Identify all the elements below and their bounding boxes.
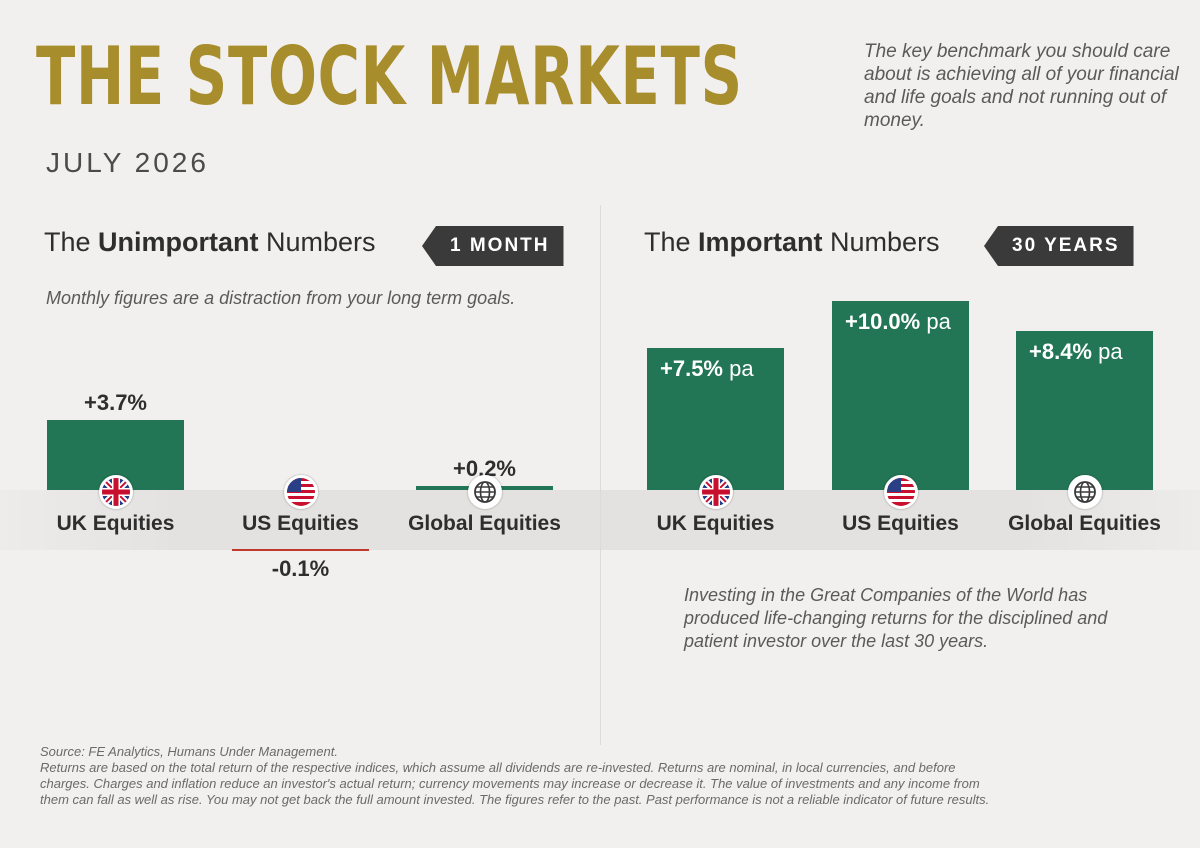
intro-text: The key benchmark you should care about … <box>864 41 1179 131</box>
disclaimer: Returns are based on the total return of… <box>40 760 990 807</box>
value-label-30y-uk-equities: +7.5% pa <box>660 356 754 382</box>
left-heading-post: Numbers <box>258 227 376 257</box>
us-flag-icon <box>283 475 318 509</box>
left-section-heading: The Unimportant Numbers <box>44 227 376 258</box>
category-label-30y-global-equities: Global Equities <box>1008 512 1161 535</box>
us-flag-icon <box>883 475 918 509</box>
left-heading-pre: The <box>44 227 99 257</box>
bar-30y-uk-equities <box>647 348 784 490</box>
right-heading-pre: The <box>644 227 699 257</box>
period-tag-1-month: 1 MONTH <box>422 226 564 266</box>
category-label-1m-uk-equities: UK Equities <box>56 512 175 535</box>
value-label-1m-us-equities: -0.1% <box>271 556 330 581</box>
left-heading-bold: Unimportant <box>98 227 259 257</box>
negative-marker-1m-us-equities <box>232 549 369 551</box>
right-heading-post: Numbers <box>822 227 940 257</box>
globe-icon <box>1067 475 1102 509</box>
left-note: Monthly figures are a distraction from y… <box>46 288 516 308</box>
footer-notes: Source: FE Analytics, Humans Under Manag… <box>40 744 1000 808</box>
category-label-1m-us-equities: US Equities <box>242 512 359 535</box>
value-label-30y-global-equities: +8.4% pa <box>1029 339 1123 365</box>
page-title: THE STOCK MARKETS <box>36 30 743 123</box>
category-label-30y-uk-equities: UK Equities <box>656 512 775 535</box>
page-subtitle: JULY 2026 <box>46 147 209 178</box>
category-label-1m-global-equities: Global Equities <box>408 512 561 535</box>
value-label-1m-uk-equities: +3.7% <box>84 390 147 415</box>
panel-divider <box>600 205 601 745</box>
period-tag-30-years: 30 YEARS <box>984 226 1134 266</box>
source-line: Source: FE Analytics, Humans Under Manag… <box>40 744 338 759</box>
right-section-heading: The Important Numbers <box>644 227 940 258</box>
right-note: Investing in the Great Companies of the … <box>684 585 1108 651</box>
globe-icon <box>467 475 502 509</box>
value-label-30y-us-equities: +10.0% pa <box>845 309 951 334</box>
bar-30y-us-equities <box>832 301 969 490</box>
uk-flag-icon <box>98 475 133 509</box>
right-heading-bold: Important <box>698 227 823 257</box>
bar-30y-global-equities <box>1016 331 1153 490</box>
category-label-30y-us-equities: US Equities <box>842 512 959 535</box>
uk-flag-icon <box>698 475 733 509</box>
